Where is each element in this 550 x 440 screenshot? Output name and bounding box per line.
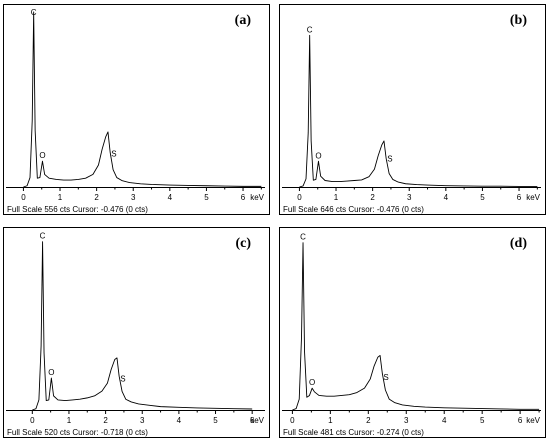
panel-label: (b) [510,13,527,28]
spectrum-panel-4: 0 1 2 3 4 5 6 keV Full Scale 481 cts Cursor: -0.… [279,227,546,438]
x-tick-label: 6 [518,416,523,425]
panel-frame [279,4,546,215]
panel-frame [279,227,546,438]
x-tick-label: 1 [67,416,72,425]
panel-label: (c) [235,236,251,251]
x-tick-label: 4 [177,416,182,425]
spectrum-line [299,34,538,188]
x-axis-unit: keV [250,416,264,425]
status-footer: Full Scale 556 cts Cursor: -0.476 (0 cts… [7,205,148,214]
x-tick-label: 3 [131,193,136,202]
x-tick-label: 4 [444,193,449,202]
peak-label-c: C [300,233,306,242]
x-tick-label: 0 [297,193,302,202]
x-tick-label: 2 [366,416,371,425]
peak-label-o: O [39,151,45,160]
x-tick-label: 3 [407,193,412,202]
peak-label-o: O [309,378,315,387]
status-footer: Full Scale 520 cts Cursor: -0.718 (0 cts… [7,428,148,437]
x-axis-unit: keV [526,416,540,425]
peak-label-s: S [387,155,392,164]
x-tick-label: 1 [334,193,339,202]
peak-label-c: C [307,25,313,34]
spectrum-panel-1: 0 1 2 3 4 5 6 keV Full Scale 556 cts Cursor: -0.… [3,4,270,215]
x-tick-label: 5 [480,193,485,202]
x-tick-label: 3 [404,416,409,425]
panel-label: (a) [235,13,252,28]
panel-frame [3,227,270,438]
peak-label-o: O [48,368,54,377]
x-tick-label: 4 [442,416,447,425]
x-tick-label: 2 [370,193,375,202]
peak-label-s: S [111,150,116,159]
x-tick-label: 6 [250,416,255,425]
x-tick-label: 1 [328,416,333,425]
x-tick-label: 6 [241,193,246,202]
peak-label-s: S [383,373,388,382]
x-axis-unit: keV [526,193,540,202]
x-tick-label: 5 [480,416,485,425]
x-tick-label: 6 [517,193,522,202]
spectrum-panel-2: 0 1 2 3 4 5 6 keV Full Scale 646 cts Cursor: -0.… [279,4,546,215]
status-footer: Full Scale 481 cts Cursor: -0.274 (0 cts… [283,428,424,437]
spectrum-line [292,242,540,411]
x-tick-label: 0 [21,193,26,202]
x-tick-label: 1 [58,193,63,202]
x-tick-label: 4 [168,193,173,202]
spectrum-line [32,241,253,411]
peak-label-c: C [31,8,37,17]
x-axis-unit: keV [250,193,264,202]
peak-label-c: C [40,232,46,241]
x-tick-label: 0 [30,416,35,425]
peak-label-s: S [120,374,125,383]
x-tick-label: 5 [213,416,218,425]
x-tick-label: 5 [204,193,209,202]
x-tick-label: 0 [290,416,295,425]
x-tick-label: 3 [140,416,145,425]
x-tick-label: 2 [94,193,99,202]
x-tick-label: 2 [103,416,108,425]
status-footer: Full Scale 646 cts Cursor: -0.476 (0 cts… [283,205,424,214]
panel-frame [3,4,270,215]
peak-label-o: O [315,151,321,160]
spectrum-line [23,11,262,188]
panel-label: (d) [510,236,527,251]
